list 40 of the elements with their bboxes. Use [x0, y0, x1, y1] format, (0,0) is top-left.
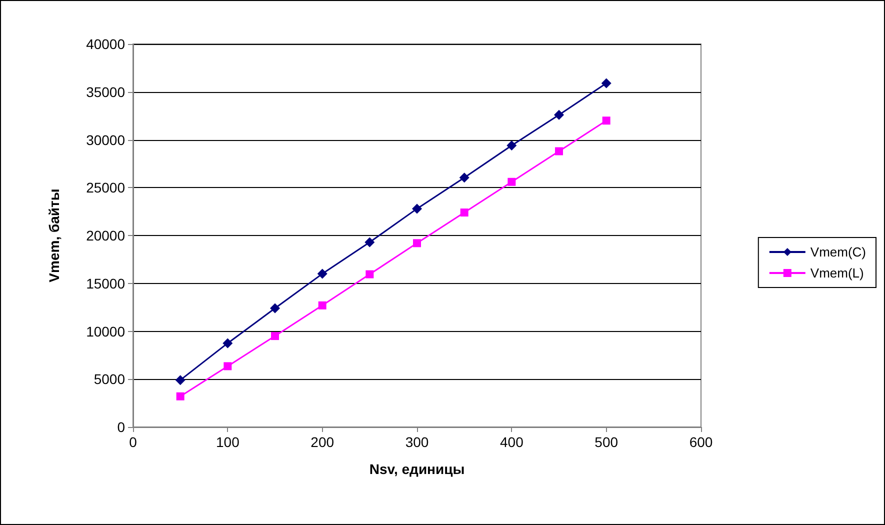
point [555, 147, 563, 156]
y-tick-label: 20000 [86, 228, 126, 244]
x-axis-title: Nsv, единицы [369, 461, 465, 477]
y-tick-label: 10000 [86, 323, 126, 340]
point [601, 78, 612, 88]
legend-label: Vmem(C) [810, 244, 866, 260]
point [459, 172, 470, 183]
point [508, 178, 516, 186]
y-tick-label: 15000 [86, 275, 126, 292]
point [270, 303, 280, 314]
legend-label: Vmem(L) [810, 266, 864, 280]
x-tick-label: 0 [129, 434, 138, 450]
y-tick-label: 0 [117, 419, 126, 435]
y-tick-label: 40000 [86, 36, 126, 52]
x-tick-label: 200 [310, 434, 334, 450]
y-tick-label: 5000 [94, 371, 126, 388]
x-tick-label: 600 [689, 434, 713, 450]
point [271, 332, 279, 340]
point [317, 268, 328, 279]
y-tick-label: 35000 [86, 84, 126, 100]
point [602, 116, 610, 125]
x-tick-label: 400 [500, 434, 524, 450]
point [176, 392, 184, 400]
point [175, 375, 186, 386]
x-tick-label: 100 [216, 434, 240, 450]
point [222, 338, 233, 348]
point [366, 270, 374, 278]
y-tick-label: 30000 [86, 132, 126, 148]
y-axis-title: Vmem, байты [46, 188, 62, 282]
point [460, 208, 468, 217]
y-tick-label: 25000 [86, 180, 126, 196]
point [554, 110, 564, 120]
point [412, 204, 422, 214]
point [364, 237, 375, 248]
point [506, 140, 517, 150]
x-tick-label: 500 [594, 434, 618, 450]
point [224, 362, 232, 370]
point [413, 239, 421, 248]
x-tick-label: 300 [405, 434, 429, 450]
point [318, 301, 326, 310]
